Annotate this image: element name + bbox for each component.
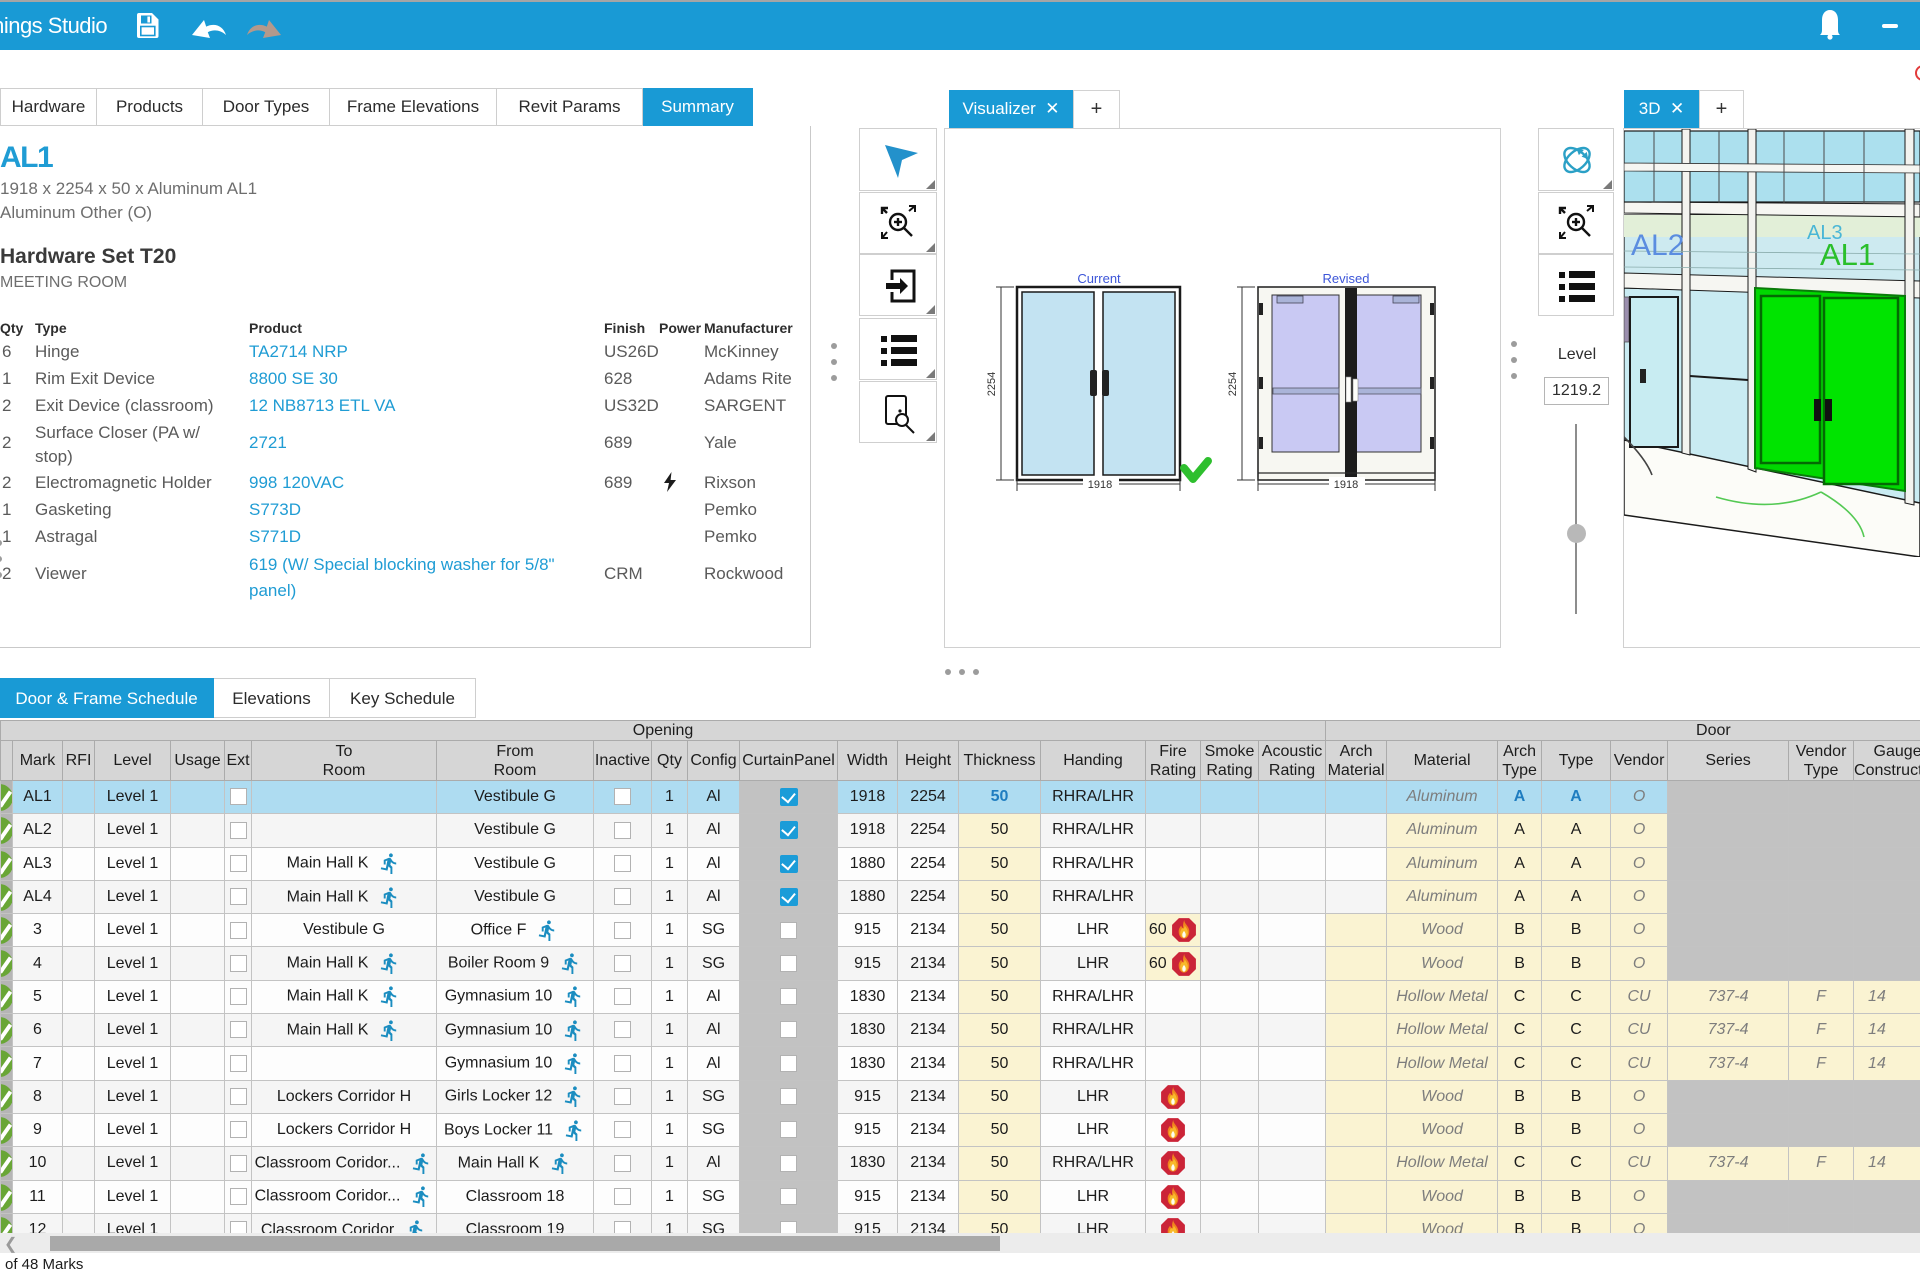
svg-text:1918: 1918 — [1334, 479, 1358, 491]
svg-text:AL3: AL3 — [1807, 222, 1843, 244]
svg-text:AL2: AL2 — [1631, 229, 1684, 262]
svg-text:Current: Current — [1077, 271, 1121, 286]
svg-text:2254: 2254 — [986, 372, 998, 396]
svg-text:AL1: AL1 — [1820, 237, 1875, 272]
svg-text:1918: 1918 — [1088, 479, 1112, 491]
svg-text:Revised: Revised — [1323, 271, 1370, 286]
svg-text:2254: 2254 — [1227, 372, 1239, 396]
